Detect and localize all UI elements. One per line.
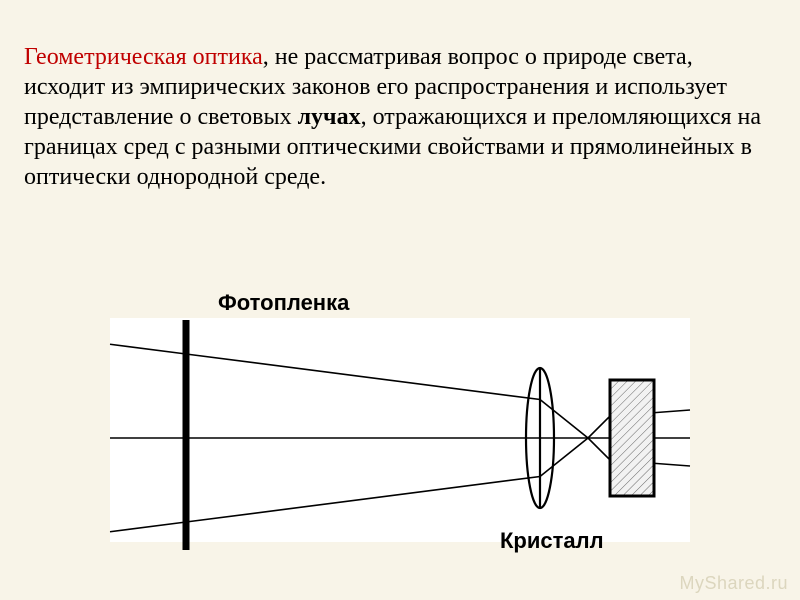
paragraph: Геометрическая оптика, не рассматривая в… xyxy=(24,42,776,192)
label-crystal: Кристалл xyxy=(500,528,604,554)
slide: Геометрическая оптика, не рассматривая в… xyxy=(0,0,800,600)
optics-diagram: Фотопленка Кристалл xyxy=(90,290,710,570)
footer-watermark: MyShared.ru xyxy=(679,573,788,594)
diagram-svg xyxy=(90,290,710,570)
term-highlight: Геометрическая оптика xyxy=(24,44,263,70)
bold-term: лучах xyxy=(298,104,361,130)
label-film: Фотопленка xyxy=(218,290,349,316)
